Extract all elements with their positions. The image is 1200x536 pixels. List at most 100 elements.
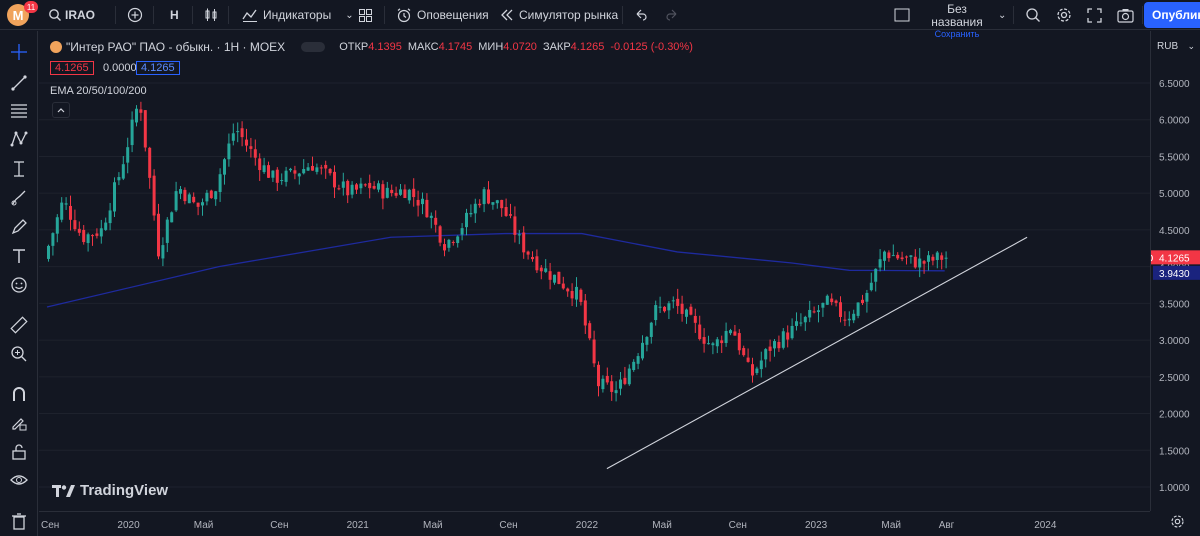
candle-body — [500, 199, 504, 209]
fullscreen-button[interactable] — [1087, 0, 1102, 30]
candle — [676, 288, 680, 314]
candle — [861, 294, 864, 305]
candle-body — [311, 165, 314, 171]
candle-body — [289, 168, 292, 171]
replay-button[interactable]: Симулятор рынка — [500, 0, 618, 30]
price-tick-label: 2.0000 — [1159, 410, 1190, 421]
undo-button[interactable] — [634, 0, 648, 30]
candle — [790, 318, 794, 340]
price-chart[interactable] — [39, 31, 1150, 511]
pattern-tool[interactable] — [7, 127, 31, 151]
candle-body — [724, 330, 728, 343]
ruler-tool[interactable] — [7, 313, 31, 337]
axis-settings-button[interactable] — [1170, 514, 1185, 534]
candle-body — [460, 228, 464, 235]
candle — [209, 189, 213, 199]
candle-body — [165, 219, 169, 243]
lock-tool[interactable] — [7, 440, 31, 464]
candle — [812, 306, 816, 314]
candle — [724, 322, 728, 347]
candle-body — [240, 128, 244, 138]
chart-type-button[interactable] — [203, 0, 219, 30]
chevron-down-icon[interactable]: ⌄ — [345, 9, 354, 21]
time-tick-label: Авг — [939, 520, 955, 531]
quick-search-button[interactable] — [1025, 0, 1041, 30]
brush-tool[interactable] — [7, 186, 31, 210]
candle — [891, 244, 895, 257]
snapshot-button[interactable] — [1117, 0, 1134, 30]
candle-body — [557, 271, 561, 284]
divider — [153, 6, 154, 24]
layout-name-block[interactable]: Без названия Сохранить — [920, 3, 994, 40]
divider — [622, 6, 623, 24]
currency-selector[interactable]: RUB ⌄ — [1155, 38, 1197, 54]
projection-tool[interactable] — [7, 157, 31, 181]
settings-button[interactable] — [1056, 0, 1072, 30]
candle — [121, 156, 125, 181]
candle — [469, 204, 473, 218]
open-label: ОТКР — [339, 41, 369, 53]
layout-menu[interactable] — [894, 0, 910, 30]
symbol-search[interactable]: IRAO — [48, 0, 95, 30]
candle — [69, 195, 72, 231]
ask-price[interactable]: 4.1265 — [136, 61, 180, 75]
candle-body — [183, 189, 187, 202]
currency-label: RUB — [1157, 40, 1179, 52]
candle — [702, 328, 706, 353]
collapse-legend-button[interactable] — [52, 102, 70, 118]
emoji-tool[interactable] — [7, 273, 31, 297]
candle — [416, 190, 420, 217]
text-tool[interactable] — [7, 244, 31, 268]
legend-toggle[interactable] — [301, 42, 326, 52]
lock-drawing-tool[interactable] — [7, 411, 31, 435]
candle — [561, 276, 565, 290]
candle-body — [99, 228, 103, 237]
ema-legend[interactable]: EMA 20/50/100/200 — [50, 85, 147, 97]
candle — [148, 146, 152, 189]
candle — [513, 206, 517, 243]
candle — [583, 294, 587, 334]
alerts-button[interactable]: Оповещения — [396, 0, 489, 30]
candle — [346, 179, 350, 204]
save-link[interactable]: Сохранить — [934, 29, 980, 39]
user-avatar[interactable]: M — [7, 4, 29, 26]
bid-price[interactable]: 4.1265 — [50, 61, 94, 75]
candle-body — [108, 210, 112, 224]
interval-button[interactable]: H — [170, 8, 179, 22]
candle-body — [91, 235, 94, 237]
smiley-icon — [11, 277, 27, 293]
indicators-button[interactable]: Индикаторы ⌄ — [242, 0, 354, 30]
candle — [443, 238, 446, 257]
candle-body — [883, 251, 886, 261]
zoom-tool[interactable] — [7, 342, 31, 366]
crosshair-tool[interactable] — [7, 40, 31, 64]
eye-icon — [10, 475, 28, 485]
fib-tool[interactable] — [7, 98, 31, 122]
trendline-tool[interactable] — [7, 71, 31, 95]
delete-tool[interactable] — [7, 509, 31, 533]
candle-body — [412, 188, 416, 198]
redo-button[interactable] — [665, 0, 679, 30]
price-tick-label: 3.5000 — [1159, 299, 1190, 310]
visibility-tool[interactable] — [7, 468, 31, 492]
price-axis[interactable]: 1.00001.50002.00002.50003.00003.50004.00… — [1125, 31, 1200, 511]
candle — [614, 381, 618, 402]
candle-body — [209, 190, 213, 199]
candle-body — [812, 311, 816, 313]
compare-button[interactable] — [127, 0, 143, 30]
publish-button[interactable]: Опубликовать — [1144, 2, 1200, 28]
magnet-tool[interactable] — [7, 382, 31, 406]
chevron-down-icon[interactable]: ⌄ — [998, 9, 1007, 21]
brand-label: TradingView — [80, 482, 169, 499]
pen-tool[interactable] — [7, 215, 31, 239]
pencil-lock-icon — [12, 418, 27, 431]
candle-body — [627, 368, 631, 385]
time-axis[interactable]: Сен 2020 Май Сен 2021 Май Сен 2022 Май Сен 2023 Май… — [39, 511, 1150, 536]
legend-title[interactable]: "Интер РАО" ПАО - обыкн. · 1H · MOEX — [66, 40, 286, 54]
candle-body — [473, 203, 477, 214]
candle — [755, 366, 759, 376]
time-tick-label: Сен — [41, 520, 59, 531]
candle-body — [663, 306, 666, 312]
candle — [825, 294, 829, 305]
layouts-button[interactable] — [358, 0, 373, 30]
